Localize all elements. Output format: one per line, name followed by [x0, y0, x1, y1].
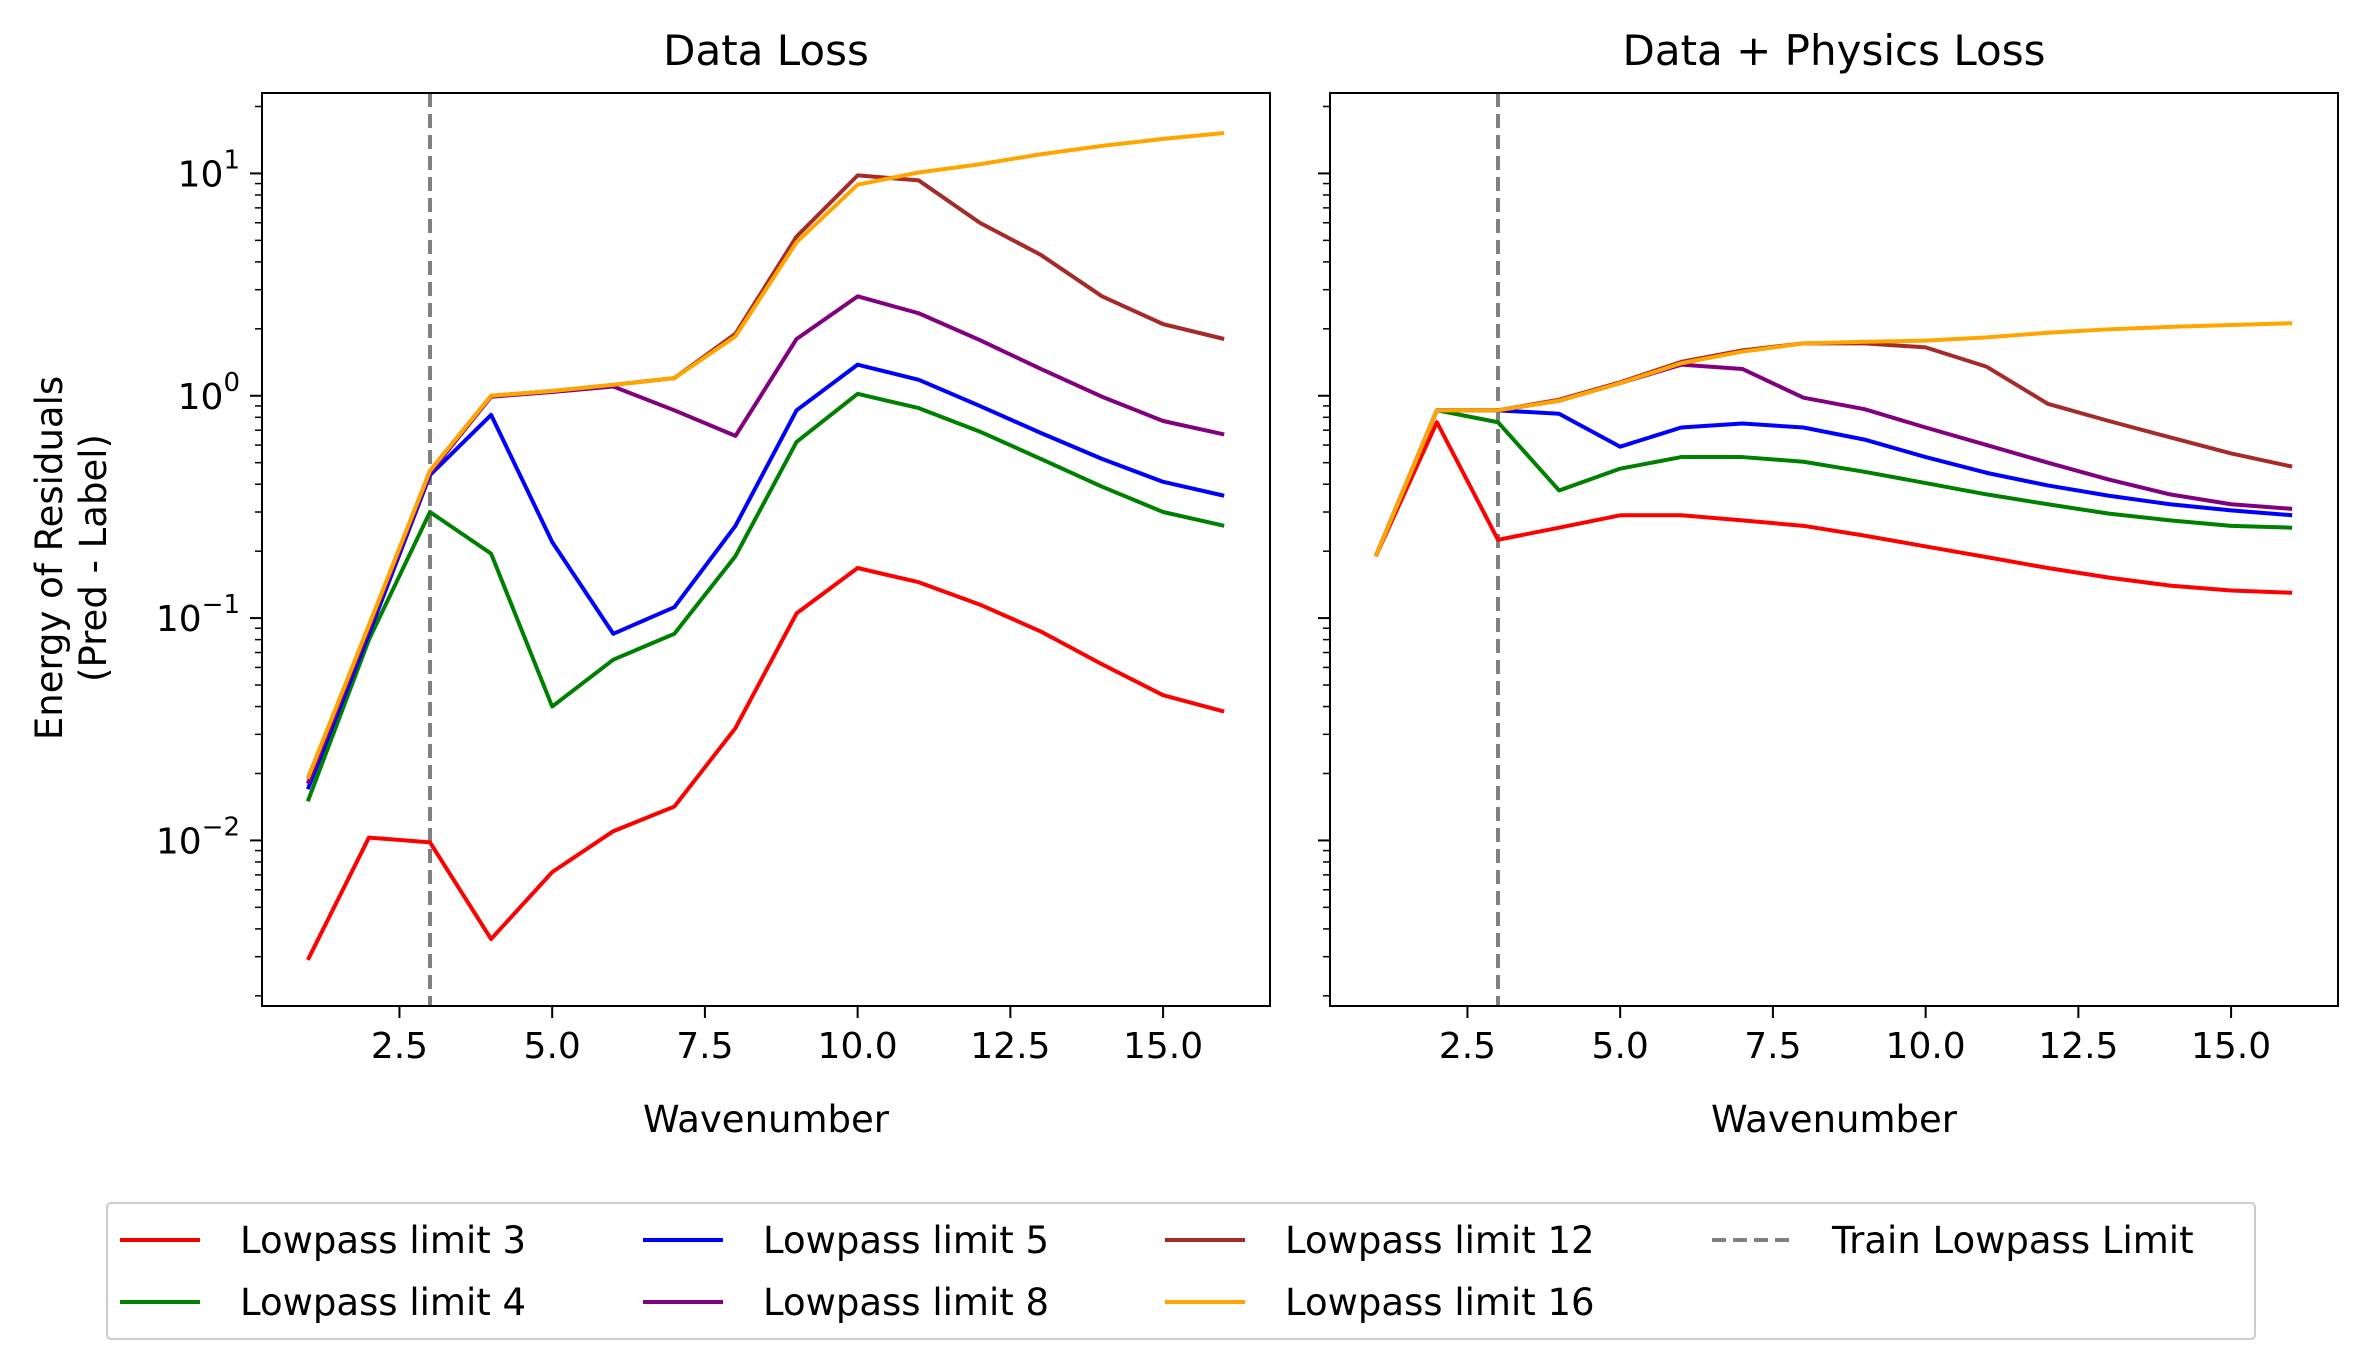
series-line-lowpass-limit-3-data-physics-loss: [1374, 420, 2293, 595]
legend-label-train-lowpass-limit: Train Lowpass Limit: [1831, 1219, 2194, 1262]
series-line-lowpass-limit-5-data-loss: [305, 362, 1225, 790]
series-line-lowpass-limit-12-data-physics-loss: [1373, 341, 2293, 557]
x-tick-label-data-physics-loss: 5.0: [1592, 1026, 1649, 1067]
y-tick-exponent: 0: [223, 368, 240, 398]
x-axis-label-data-loss: Wavenumber: [643, 1098, 890, 1141]
series-line-lowpass-limit-16-data-loss: [305, 130, 1225, 780]
y-tick-base: 10: [156, 821, 202, 862]
legend-box: [106, 1202, 2256, 1340]
legend-label-lowpass-limit-3: Lowpass limit 3: [240, 1219, 526, 1262]
x-tick-label-data-loss: 5.0: [524, 1026, 581, 1067]
series-layer-data-loss: [305, 93, 1225, 1006]
panel-data-physics-loss: 2.5 5.0 7.5 10.0 12.5 15.0 Data + Physics Los…: [1318, 26, 2339, 1141]
legend-label-lowpass-limit-12: Lowpass limit 12: [1285, 1219, 1595, 1262]
series-line-lowpass-limit-4-data-physics-loss: [1373, 408, 2293, 557]
series-line-lowpass-limit-3-data-loss: [306, 566, 1225, 961]
series-line-lowpass-limit-4-data-loss: [305, 391, 1225, 802]
y-tick-exponent: −1: [202, 590, 240, 620]
x-tick-label-data-physics-loss: 2.5: [1439, 1026, 1496, 1067]
series-line-lowpass-limit-12-data-loss: [305, 173, 1225, 780]
y-tick-base: 10: [178, 154, 224, 195]
chart-title-data-loss: Data Loss: [663, 26, 869, 75]
y-tick-label-data-loss: 101: [178, 145, 240, 195]
y-tick-label-data-loss: 100: [178, 368, 240, 418]
x-axis-label-data-physics-loss: Wavenumber: [1711, 1098, 1958, 1141]
x-tick-label-data-loss: 7.5: [676, 1026, 733, 1067]
y-axis-label-line1: Energy of Residuals: [28, 376, 71, 740]
x-tick-label-data-loss: 12.5: [970, 1026, 1050, 1067]
x-tick-label-data-physics-loss: 15.0: [2191, 1026, 2271, 1067]
legend-label-lowpass-limit-5: Lowpass limit 5: [763, 1219, 1049, 1262]
series-layer-data-physics-loss: [1373, 93, 2293, 1006]
y-tick-base: 10: [156, 599, 202, 640]
x-tick-label-data-physics-loss: 12.5: [2038, 1026, 2118, 1067]
series-line-lowpass-limit-5-data-physics-loss: [1373, 408, 2293, 557]
series-line-lowpass-limit-8-data-physics-loss: [1373, 362, 2293, 557]
x-tick-label-data-loss: 10.0: [818, 1026, 898, 1067]
ticks-data-physics-loss: 2.5 5.0 7.5 10.0 12.5 15.0: [1318, 105, 2271, 1067]
x-tick-label-data-physics-loss: 7.5: [1744, 1026, 1801, 1067]
legend-label-lowpass-limit-4: Lowpass limit 4: [240, 1281, 526, 1324]
x-tick-label-data-loss: 2.5: [371, 1026, 428, 1067]
y-axis-label: Energy of Residuals (Pred - Label): [28, 376, 115, 740]
y-tick-base: 10: [178, 377, 224, 418]
legend-label-lowpass-limit-8: Lowpass limit 8: [763, 1281, 1049, 1324]
y-tick-exponent: −2: [202, 812, 240, 842]
x-tick-label-data-loss: 15.0: [1123, 1026, 1203, 1067]
chart-title-data-physics-loss: Data + Physics Loss: [1623, 26, 2046, 75]
legend: Lowpass limit 3 Lowpass limit 4 Lowpass li…: [106, 1202, 2256, 1340]
legend-label-lowpass-limit-16: Lowpass limit 16: [1285, 1281, 1595, 1324]
x-tick-label-data-physics-loss: 10.0: [1886, 1026, 1966, 1067]
series-line-lowpass-limit-16-data-physics-loss: [1373, 321, 2293, 557]
y-tick-label-data-loss: 10−2: [156, 812, 240, 862]
y-axis-label-line2: (Pred - Label): [72, 434, 115, 682]
y-tick-exponent: 1: [223, 145, 240, 175]
axes-frame-data-loss: [261, 92, 1271, 1007]
series-line-lowpass-limit-8-data-loss: [305, 294, 1225, 785]
axes-frame-data-physics-loss: [1329, 92, 2339, 1007]
y-tick-label-data-loss: 10−1: [156, 590, 240, 640]
